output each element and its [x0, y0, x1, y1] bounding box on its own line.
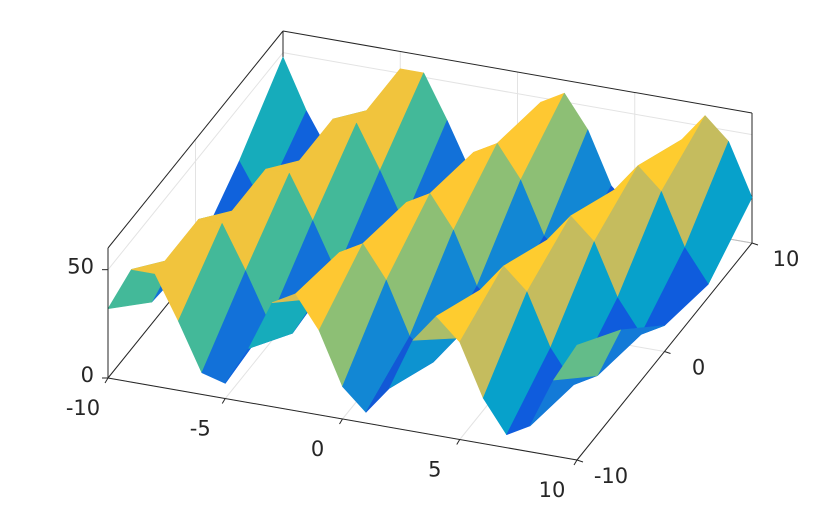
- box-edge: [107, 30, 284, 249]
- x-tick-label: 5: [428, 458, 441, 482]
- z-tick-label: 0: [81, 363, 94, 387]
- x-tick: [104, 377, 109, 384]
- axes: -10 -5 0 5 10 -10 0 10 0 50: [66, 242, 800, 502]
- x-tick-label: 0: [311, 437, 324, 461]
- x-tick-label: -10: [66, 396, 100, 420]
- x-tick: [573, 459, 578, 466]
- y-tick-label: -10: [594, 464, 628, 488]
- y-tick-label: 0: [692, 356, 705, 380]
- x-tick: [339, 418, 343, 425]
- z-grid-line: [282, 52, 753, 136]
- z-grid-line: [107, 52, 284, 270]
- box-edge: [282, 30, 753, 114]
- z-tick-label: 50: [67, 255, 94, 279]
- x-tick-label: 10: [539, 478, 566, 502]
- y-tick-label: 10: [773, 247, 800, 271]
- x-tick-label: -5: [190, 417, 211, 441]
- surface-patch: [553, 329, 622, 381]
- surface: [107, 56, 753, 436]
- y-tick: [664, 351, 671, 354]
- x-tick: [456, 439, 461, 445]
- x-tick: [221, 398, 226, 404]
- y-tick: [751, 242, 759, 246]
- y-tick: [576, 459, 584, 463]
